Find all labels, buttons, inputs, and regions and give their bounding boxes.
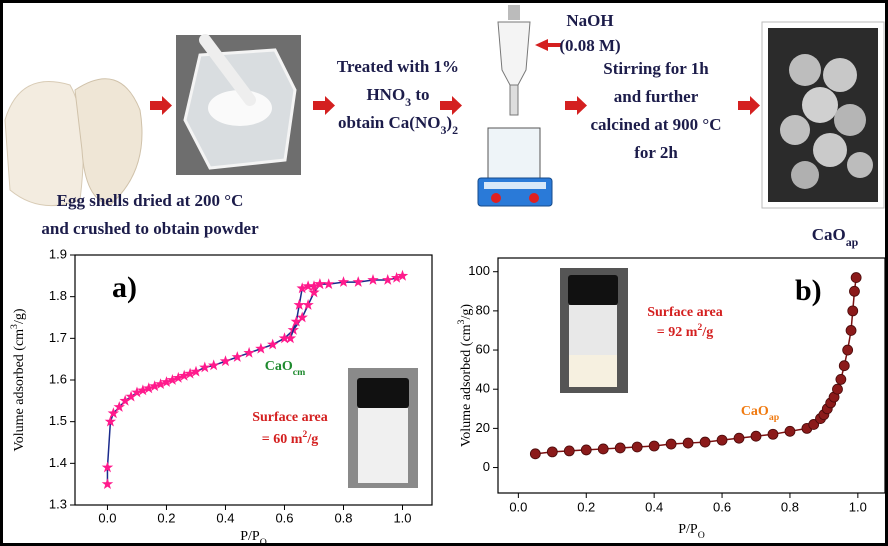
data-point — [846, 325, 856, 335]
data-point — [734, 433, 744, 443]
text-part: HNO — [366, 85, 405, 104]
inset-vial-a — [348, 368, 418, 488]
mortar-image — [176, 35, 301, 175]
step-text: for 2h — [634, 143, 678, 162]
data-point — [849, 286, 859, 296]
text-part: /g) — [459, 304, 474, 320]
text-part: to — [411, 85, 429, 104]
data-point — [836, 374, 846, 384]
data-point — [615, 443, 625, 453]
x-tick-label: 0.6 — [713, 499, 731, 514]
x-tick-label: 1.0 — [849, 499, 867, 514]
panel-label: a) — [112, 271, 137, 304]
annotation: Surface area — [252, 410, 328, 425]
data-point — [649, 441, 659, 451]
data-point — [564, 446, 574, 456]
text-part: Surface area — [647, 305, 723, 320]
data-point — [751, 431, 761, 441]
x-tick-label: 0.8 — [781, 499, 799, 514]
y-tick-label: 20 — [476, 420, 490, 435]
x-tick-label: 0.4 — [216, 510, 234, 525]
x-tick-label: 1.0 — [393, 510, 411, 525]
text-part: obtain Ca(NO — [338, 113, 440, 132]
reagent-text: (0.08 M) — [559, 36, 620, 55]
data-point — [839, 361, 849, 371]
step-text: Egg shells dried at 200 °C — [57, 191, 244, 210]
step-text: and further — [614, 87, 699, 106]
data-point — [768, 429, 778, 439]
text-part: 2 — [452, 123, 458, 137]
text-part: Volume adsorbed (cm — [459, 324, 474, 447]
x-tick-label: 0.0 — [98, 510, 116, 525]
text-part: Volume adsorbed (cm — [12, 329, 27, 452]
text-part: /g) — [12, 308, 27, 324]
data-point — [700, 437, 710, 447]
text-part: ap — [769, 412, 780, 423]
y-axis-title: Volume adsorbed (cm3/g) — [9, 308, 27, 451]
x-tick-label: 0.4 — [645, 499, 663, 514]
step-text: Treated with 1% — [337, 57, 459, 76]
x-tick-label: 0.6 — [275, 510, 293, 525]
data-point — [547, 447, 557, 457]
step-text: Stirring for 1h — [603, 59, 709, 78]
data-point — [785, 426, 795, 436]
x-tick-label: 0.2 — [577, 499, 595, 514]
data-point — [848, 306, 858, 316]
y-tick-label: 1.4 — [49, 455, 67, 470]
inset-vial-b — [560, 268, 628, 393]
y-tick-label: 60 — [476, 341, 490, 356]
sem-image — [762, 22, 884, 208]
text-part: O — [260, 537, 267, 546]
y-tick-label: 1.7 — [49, 330, 67, 345]
data-point — [666, 439, 676, 449]
y-tick-label: 80 — [476, 302, 490, 317]
text-part: Surface area — [252, 410, 328, 425]
text-part: P/P — [678, 522, 698, 537]
step-text: calcined at 900 °C — [591, 115, 722, 134]
data-point — [632, 442, 642, 452]
annotation: = 60 m2/g — [262, 429, 318, 447]
data-point — [832, 384, 842, 394]
text-part: ap — [846, 235, 859, 249]
text-part: cm — [293, 367, 306, 378]
text-part: CaO — [265, 359, 293, 374]
y-tick-label: 100 — [468, 263, 490, 278]
text-part: = 92 m — [657, 325, 698, 340]
y-tick-label: 1.8 — [49, 288, 67, 303]
data-point — [598, 444, 608, 454]
x-tick-label: 0.0 — [509, 499, 527, 514]
data-point — [717, 435, 727, 445]
text-part: = 60 m — [262, 432, 303, 447]
data-point — [843, 345, 853, 355]
y-tick-label: 1.9 — [49, 246, 67, 261]
step-text: and crushed to obtain powder — [41, 219, 259, 238]
text-part: O — [698, 530, 705, 541]
x-tick-label: 0.8 — [334, 510, 352, 525]
x-tick-label: 0.2 — [157, 510, 175, 525]
text-part: /g — [701, 325, 713, 340]
reagent-text: NaOH — [566, 11, 613, 30]
text-part: CaO — [741, 404, 769, 419]
data-point — [683, 438, 693, 448]
data-point — [530, 449, 540, 459]
y-tick-label: 1.3 — [49, 496, 67, 511]
y-tick-label: 40 — [476, 381, 490, 396]
data-point — [581, 445, 591, 455]
y-tick-label: 1.5 — [49, 413, 67, 428]
y-tick-label: 1.6 — [49, 371, 67, 386]
annotation: = 92 m2/g — [657, 322, 713, 340]
panel-label: b) — [795, 274, 822, 307]
y-tick-label: 0 — [483, 459, 490, 474]
y-axis-title: Volume adsorbed (cm3/g) — [456, 304, 474, 447]
data-point — [851, 273, 861, 283]
egg-shells-image — [5, 79, 142, 206]
annotation: Surface area — [647, 305, 723, 320]
figure: Egg shells dried at 200 °C and crushed to… — [0, 0, 888, 546]
text-part: P/P — [240, 529, 260, 544]
text-part: /g — [306, 432, 318, 447]
text-part: CaO — [812, 225, 846, 244]
